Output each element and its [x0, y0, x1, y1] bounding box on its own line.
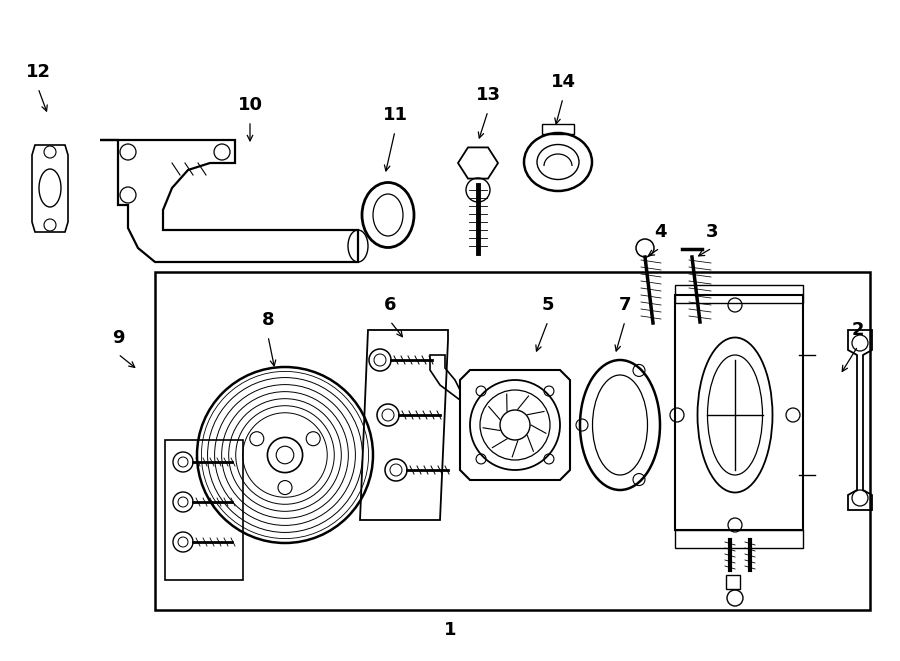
- Bar: [675, 295, 803, 530]
- Text: 5: 5: [542, 296, 554, 314]
- Text: 9: 9: [112, 329, 124, 347]
- Bar: [726, 575, 740, 589]
- Text: 6: 6: [383, 296, 396, 314]
- Text: 3: 3: [706, 223, 718, 241]
- Text: 4: 4: [653, 223, 666, 241]
- Text: 11: 11: [382, 106, 408, 124]
- Text: 2: 2: [851, 321, 864, 339]
- Text: 13: 13: [475, 86, 500, 104]
- Text: 1: 1: [444, 621, 456, 639]
- Text: 12: 12: [25, 63, 50, 81]
- Bar: [155, 272, 870, 610]
- Text: 14: 14: [551, 73, 575, 91]
- Text: 8: 8: [262, 311, 274, 329]
- Bar: [675, 530, 803, 548]
- Text: 7: 7: [619, 296, 631, 314]
- Text: 10: 10: [238, 96, 263, 114]
- Bar: [675, 285, 803, 303]
- Bar: [165, 440, 243, 580]
